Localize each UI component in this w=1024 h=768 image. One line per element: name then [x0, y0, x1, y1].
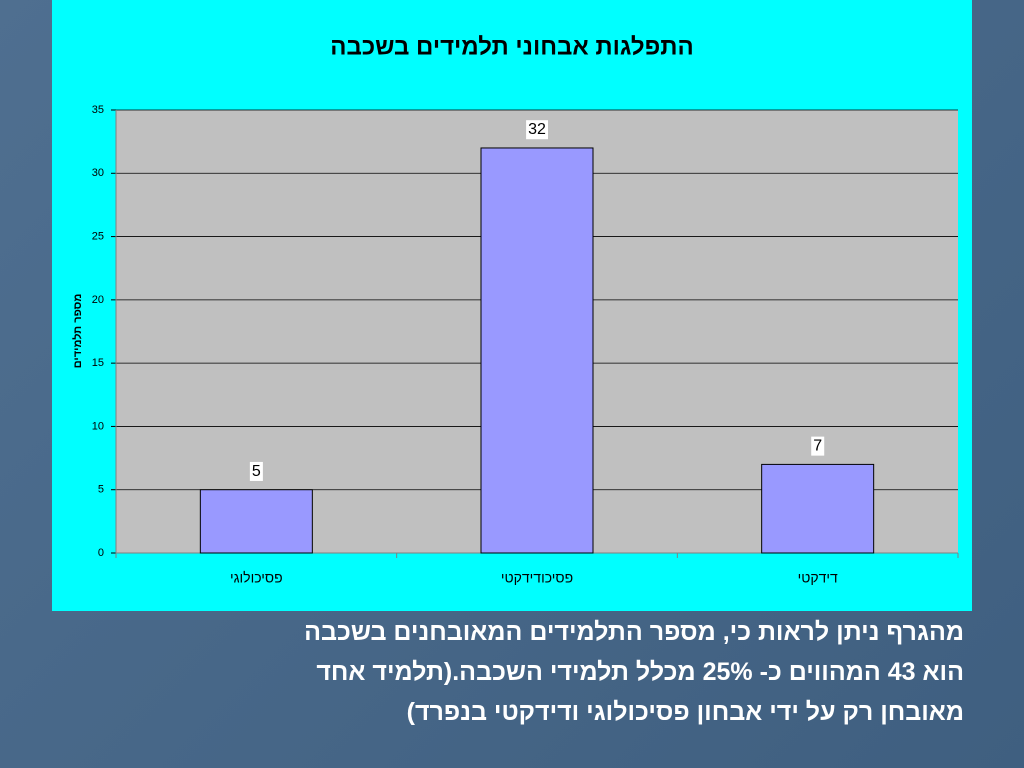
caption: מהגרף ניתן לראות כי, מספר התלמידים המאוב… [120, 612, 964, 732]
y-tick-label: 20 [92, 294, 104, 306]
caption-line: מאובחן רק על ידי אבחון פסיכולוגי ודידקטי… [406, 698, 964, 726]
y-tick-label: 15 [92, 357, 104, 369]
bar [199, 489, 313, 554]
y-tick-label: 35 [92, 104, 104, 116]
chart-title: התפלגות אבחוני תלמידים בשכבה [330, 33, 693, 60]
chart: התפלגות אבחוני תלמידים בשכבה מספר תלמידי… [52, 0, 972, 611]
y-tick-label: 25 [92, 230, 104, 242]
value-label: 5 [252, 463, 261, 480]
caption-line: הוא 43 המהווים כ- 25% מכלל תלמידי השכבה.… [316, 658, 964, 686]
x-tick-label: פסיכולוגי [230, 570, 283, 586]
value-label: 32 [528, 121, 546, 138]
y-tick-label: 10 [92, 420, 104, 432]
bar [480, 147, 594, 554]
value-label: 7 [813, 438, 822, 455]
bar [761, 463, 875, 554]
value-label-box [526, 120, 548, 140]
x-tick-label: פסיכודידקטי [501, 570, 573, 586]
y-tick-label: 30 [92, 167, 104, 179]
caption-line: מהגרף ניתן לראות כי, מספר התלמידים המאוב… [304, 618, 964, 646]
y-axis-label: מספר תלמידים [71, 294, 84, 369]
y-tick-label: 5 [98, 484, 104, 496]
value-label-box [811, 436, 825, 456]
value-label-box [249, 461, 263, 481]
y-tick-label: 0 [98, 547, 104, 559]
x-tick-label: דידקטי [798, 570, 838, 586]
